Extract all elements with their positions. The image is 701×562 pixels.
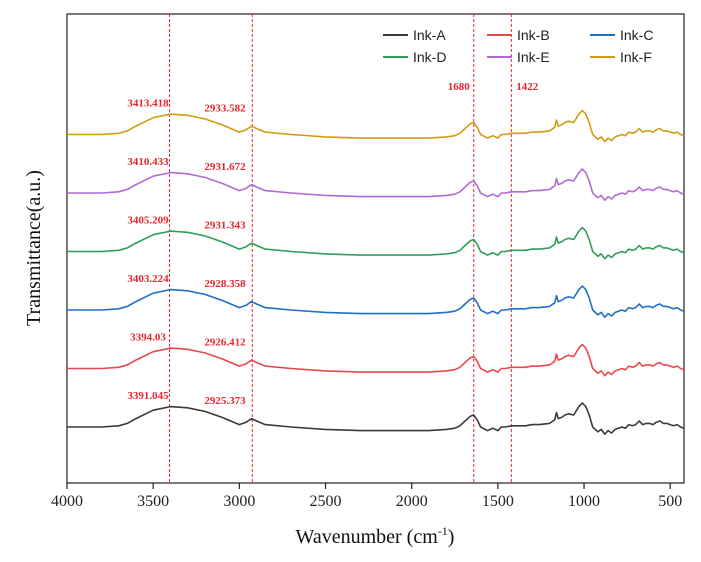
legend-label: Ink-F (620, 49, 652, 65)
peak-label-ch: 2931.343 (204, 220, 246, 232)
peak-label-oh: 3391.045 (127, 390, 169, 402)
peak-label-oh: 3410.433 (127, 156, 169, 168)
legend: Ink-A Ink-B Ink-C Ink-D Ink-E Ink-F (383, 27, 653, 65)
legend-label: Ink-B (517, 27, 550, 43)
series-group (67, 109, 685, 435)
legend-label: Ink-E (517, 49, 550, 65)
x-tick-label: 3000 (223, 493, 255, 510)
peak-label-oh: 3403.224 (127, 273, 169, 285)
peak-labels: 3391.045 2925.373 3394.03 2926.412 3403.224 2… (127, 98, 246, 408)
x-axis-ticks: 4000 3500 3000 2500 2000 1500 1000 500 (51, 483, 682, 510)
series-line-ink-b (67, 343, 685, 377)
peak-label-ch: 2931.672 (204, 161, 246, 173)
x-tick-label: 1500 (482, 493, 514, 510)
series-line-ink-a (67, 402, 685, 435)
peak-label-oh: 3413.418 (127, 98, 169, 110)
legend-label: Ink-C (620, 27, 653, 43)
peak-label-ch: 2925.373 (204, 395, 246, 407)
reference-lines: 1680 1422 (169, 14, 539, 483)
peak-label-ch: 2928.358 (204, 278, 246, 290)
y-axis-title: Transmittance(a.u.) (23, 170, 45, 326)
x-tick-label: 2500 (310, 493, 342, 510)
peak-label-ch: 2933.582 (204, 103, 246, 115)
plot-frame (66, 13, 685, 484)
series-line-ink-d (67, 226, 685, 260)
x-tick-label: 500 (658, 493, 682, 510)
peak-label-oh: 3405.209 (127, 215, 169, 227)
reference-label: 1680 (448, 81, 471, 93)
peak-label-oh: 3394.03 (130, 332, 166, 344)
legend-label: Ink-D (413, 49, 446, 65)
series-line-ink-c (67, 285, 685, 318)
x-axis-title: Wavenumber (cm-1) (296, 524, 455, 548)
series-line-ink-f (67, 109, 685, 143)
peak-label-ch: 2926.412 (204, 337, 246, 349)
x-tick-label: 2000 (396, 493, 428, 510)
legend-label: Ink-A (413, 27, 446, 43)
x-tick-label: 1000 (568, 493, 600, 510)
x-tick-label: 3500 (137, 493, 169, 510)
series-line-ink-e (67, 168, 685, 201)
reference-label: 1422 (516, 81, 539, 93)
x-tick-label: 4000 (51, 493, 83, 510)
